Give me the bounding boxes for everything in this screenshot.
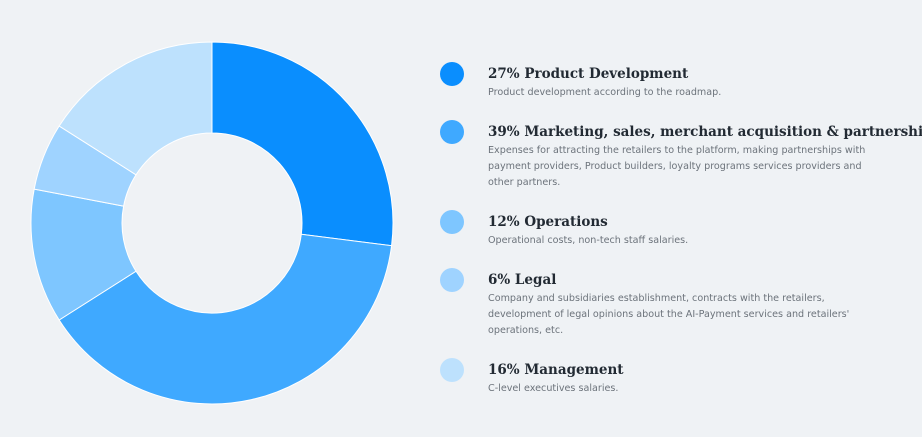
legend-title: 12% Operations: [488, 214, 608, 230]
legend-dot: [440, 120, 464, 144]
legend-title: 27% Product Development: [488, 66, 689, 82]
legend-description: Operational costs, non-tech staff salari…: [488, 235, 689, 246]
legend-description: Company and subsidiaries establishment, …: [488, 293, 850, 336]
legend-description: C-level executives salaries.: [488, 383, 619, 394]
donut-slice-product-development: [211, 41, 394, 247]
donut-slice-marketing: [58, 233, 393, 405]
legend-description: Expenses for attracting the retailers to…: [488, 145, 866, 188]
legend-dot: [440, 268, 464, 292]
legend-dot: [440, 358, 464, 382]
legend-dot: [440, 210, 464, 234]
legend-description: Product development according to the roa…: [488, 87, 722, 98]
legend-title: 16% Management: [488, 362, 624, 378]
donut-slice-management: [58, 41, 213, 176]
legend-dot: [440, 62, 464, 86]
legend-title: 6% Legal: [488, 272, 557, 288]
legend-title: 39% Marketing, sales, merchant acquisiti…: [488, 124, 922, 140]
